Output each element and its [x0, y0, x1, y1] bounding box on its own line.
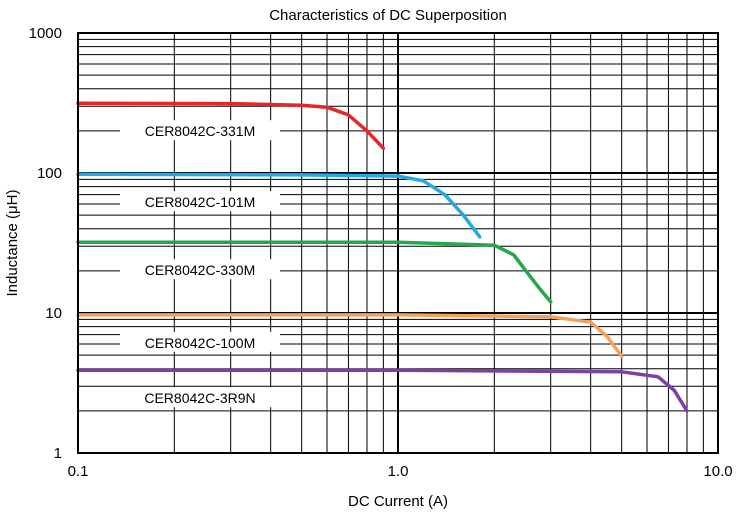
x-tick-label: 0.1: [68, 463, 89, 480]
series-lines: [76, 101, 689, 413]
series-label: CER8042C-330M: [145, 262, 256, 278]
x-axis-label: DC Current (A): [348, 493, 448, 510]
tick-labels: 0.1 1.0 10.0 1 10 100 1000: [29, 25, 733, 480]
y-tick-label: 1000: [29, 25, 62, 42]
series-label: CER8042C-101M: [145, 194, 256, 210]
series-label: CER8042C-331M: [145, 123, 256, 139]
series-label-box: [120, 120, 280, 141]
series-label-box: [120, 191, 280, 212]
y-tick-label: 10: [45, 305, 62, 322]
series-line: [76, 368, 689, 413]
series-line: [76, 101, 386, 151]
chart-title: Characteristics of DC Superposition: [269, 7, 507, 24]
x-tick-label: 1.0: [388, 463, 409, 480]
series-label-box: [120, 259, 280, 280]
x-tick-label: 10.0: [703, 463, 732, 480]
series-line: [76, 240, 553, 304]
series-line: [76, 313, 624, 359]
series-line: [76, 172, 482, 239]
y-tick-label: 1: [54, 445, 62, 462]
series-label: CER8042C-100M: [145, 335, 256, 351]
y-axis-label: Inductance (μH): [4, 189, 21, 296]
series-label-boxes: CER8042C-331M CER8042C-101M CER8042C-330M C…: [120, 120, 280, 408]
series-label-box: [120, 331, 280, 352]
series-label: CER8042C-3R9N: [144, 390, 255, 406]
plot-border: [77, 32, 719, 454]
series-label-box: [120, 387, 280, 408]
y-tick-label: 100: [37, 165, 62, 182]
